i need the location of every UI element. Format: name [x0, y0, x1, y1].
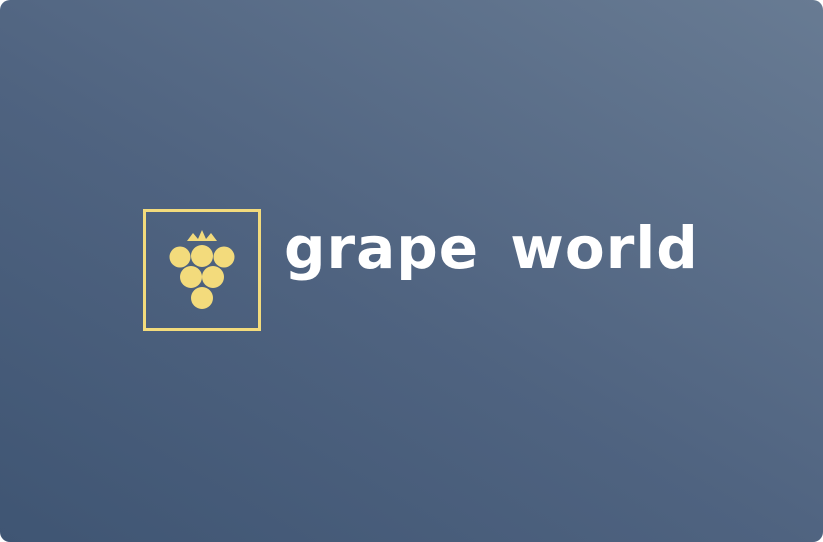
logo-frame	[143, 209, 261, 331]
brand-wordmark: grape world	[284, 214, 699, 282]
grape-bunch-icon	[169, 230, 235, 309]
